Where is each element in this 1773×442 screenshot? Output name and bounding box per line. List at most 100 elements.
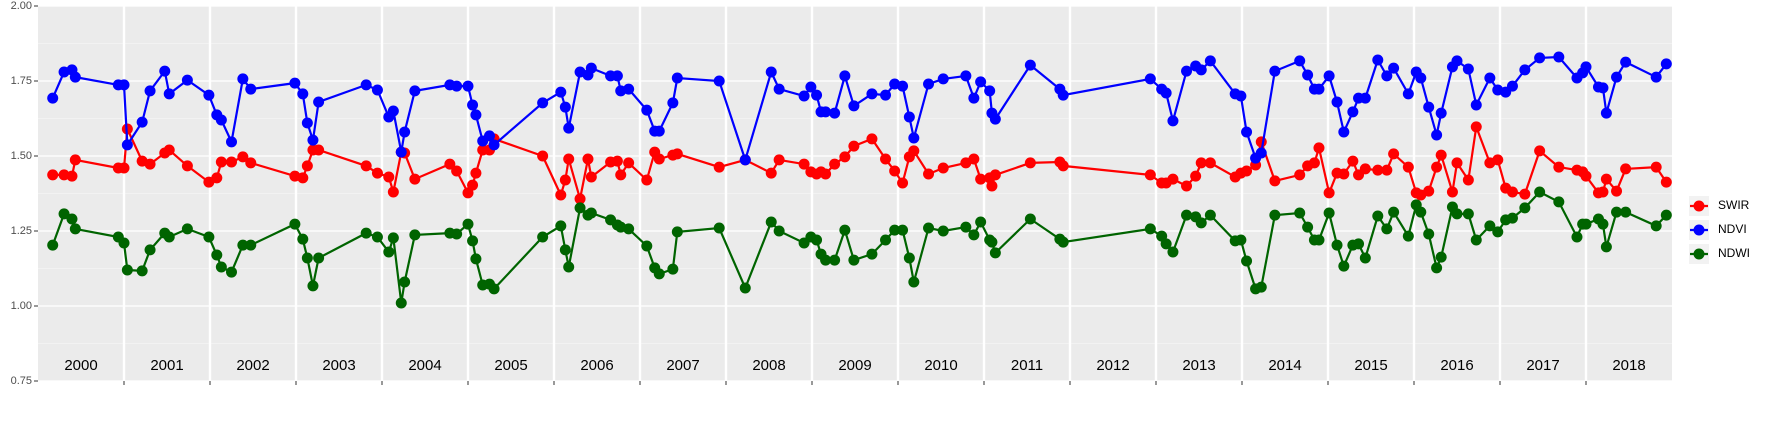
data-point [226, 136, 237, 148]
data-point [1506, 212, 1518, 224]
data-point [1269, 175, 1281, 187]
data-point [1204, 55, 1216, 67]
data-point [1347, 155, 1359, 167]
year-label: 2014 [1268, 357, 1301, 374]
data-point [1195, 157, 1207, 169]
data-point [989, 113, 1001, 125]
data-point [1294, 207, 1306, 219]
data-point [69, 154, 81, 166]
data-point [713, 161, 725, 173]
data-point [1435, 107, 1447, 119]
data-point [1580, 170, 1592, 182]
data-point [820, 106, 832, 118]
data-point [805, 81, 817, 93]
data-point [163, 231, 175, 243]
data-point [1435, 149, 1447, 161]
data-point [713, 75, 725, 87]
data-point [360, 79, 372, 91]
data-point [829, 107, 841, 119]
data-point [1024, 59, 1036, 71]
data-point [69, 71, 81, 83]
data-point [1241, 255, 1253, 267]
data-point [1431, 129, 1443, 141]
data-point [829, 158, 841, 170]
year-label: 2015 [1354, 357, 1387, 374]
data-point [623, 157, 635, 169]
data-point [671, 72, 683, 84]
data-point [1611, 206, 1623, 218]
data-point [1167, 173, 1179, 185]
data-point [839, 224, 851, 236]
data-point [1600, 107, 1612, 119]
data-point [1620, 206, 1632, 218]
data-point [611, 70, 623, 82]
data-point [451, 228, 463, 240]
data-point [1323, 207, 1335, 219]
data-point [462, 218, 474, 230]
data-point [773, 225, 785, 237]
data-point [307, 280, 319, 292]
data-point [1553, 196, 1565, 208]
data-point [563, 261, 575, 273]
data-point [739, 282, 751, 294]
year-label: 2017 [1526, 357, 1559, 374]
data-point [1204, 157, 1216, 169]
data-point [555, 86, 567, 98]
data-point [765, 167, 777, 179]
data-point [1611, 185, 1623, 197]
data-point [409, 85, 421, 97]
data-point [1302, 221, 1314, 233]
data-point [1294, 55, 1306, 67]
data-point [237, 151, 249, 163]
year-label: 2007 [666, 357, 699, 374]
data-point [968, 92, 980, 104]
data-point [1024, 157, 1036, 169]
data-point [667, 97, 679, 109]
data-point [47, 239, 59, 251]
data-point [923, 168, 935, 180]
data-point [889, 224, 901, 236]
data-point [1519, 64, 1531, 76]
data-point [1534, 52, 1546, 64]
data-point [136, 265, 148, 277]
data-point [144, 158, 156, 170]
data-point [1423, 101, 1435, 113]
data-point [289, 218, 301, 230]
data-point [574, 202, 586, 214]
data-point [383, 171, 395, 183]
data-point [387, 105, 399, 117]
data-point [1359, 92, 1371, 104]
data-point [203, 89, 215, 101]
data-point [1372, 210, 1384, 222]
data-point [297, 172, 309, 184]
data-point [848, 254, 860, 266]
data-point [237, 239, 249, 251]
data-point [1402, 161, 1414, 173]
data-point [488, 283, 500, 295]
data-point [582, 153, 594, 165]
data-point [297, 233, 309, 245]
data-point [395, 297, 407, 309]
data-point [1372, 54, 1384, 66]
year-label: 2016 [1440, 357, 1473, 374]
data-point [1650, 161, 1662, 173]
year-label: 2002 [236, 357, 269, 374]
data-point [118, 237, 130, 249]
data-point [968, 229, 980, 241]
data-point [387, 186, 399, 198]
data-point [1181, 65, 1193, 77]
data-point [1235, 90, 1247, 102]
data-point [163, 88, 175, 100]
data-point [467, 179, 479, 191]
data-point [923, 78, 935, 90]
data-point [1553, 51, 1565, 63]
data-point [1462, 208, 1474, 220]
data-point [653, 125, 665, 137]
data-point [313, 96, 325, 108]
data-point [1620, 56, 1632, 68]
data-point [880, 153, 892, 165]
data-point [989, 169, 1001, 181]
data-point [1294, 169, 1306, 181]
data-point [215, 156, 227, 168]
legend-key-point [1693, 200, 1705, 212]
